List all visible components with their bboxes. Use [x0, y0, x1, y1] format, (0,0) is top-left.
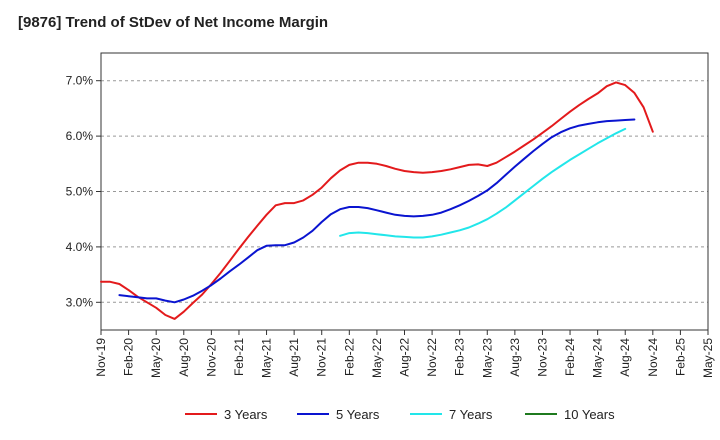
x-tick-label: Nov-23 [535, 338, 549, 377]
x-tick-label: Nov-20 [204, 338, 218, 377]
x-tick-label: Nov-22 [425, 338, 439, 377]
x-tick-label: Feb-21 [232, 338, 246, 376]
x-tick-label: Feb-25 [673, 338, 687, 376]
legend-label: 10 Years [564, 407, 615, 422]
chart-title: [9876] Trend of StDev of Net Income Marg… [18, 14, 329, 31]
legend-label: 7 Years [449, 407, 493, 422]
x-tick-label: Aug-22 [398, 338, 412, 377]
x-tick-label: Feb-24 [563, 338, 577, 376]
x-tick-label: May-22 [370, 338, 384, 378]
x-tick-label: May-21 [260, 338, 274, 378]
x-tick-label: May-23 [480, 338, 494, 378]
x-tick-label: Nov-19 [94, 338, 108, 377]
y-tick-label: 6.0% [66, 129, 94, 143]
legend-label: 3 Years [224, 407, 268, 422]
legend: 3 Years 5 Years 7 Years 10 Years [185, 407, 615, 422]
gridlines [101, 80, 708, 303]
x-axis-ticks: Nov-19 Feb-20 May-20 Aug-20 Nov-20 Feb-21 May-… [94, 330, 715, 378]
x-tick-label: Feb-23 [453, 338, 467, 376]
y-axis-ticks: 3.0% 4.0% 5.0% 6.0% 7.0% [66, 74, 101, 309]
x-tick-label: Nov-21 [315, 338, 329, 377]
y-tick-label: 7.0% [66, 74, 94, 88]
x-tick-label: Aug-20 [177, 338, 191, 377]
series-line-7-years [339, 127, 627, 239]
x-tick-label: Aug-24 [618, 338, 632, 377]
x-tick-label: Aug-23 [508, 338, 522, 377]
legend-label: 5 Years [336, 407, 380, 422]
y-tick-label: 4.0% [66, 240, 94, 254]
x-tick-label: May-20 [149, 338, 163, 378]
x-tick-label: May-24 [591, 338, 605, 378]
y-tick-label: 5.0% [66, 185, 94, 199]
series-line-3-years [100, 81, 654, 320]
y-tick-label: 3.0% [66, 295, 94, 309]
x-tick-label: Feb-20 [122, 338, 136, 376]
x-tick-label: Aug-21 [287, 338, 301, 377]
x-tick-label: Feb-22 [342, 338, 356, 376]
series-lines [100, 81, 654, 320]
x-tick-label: May-25 [701, 338, 715, 378]
x-tick-label: Nov-24 [646, 338, 660, 377]
series-line-5-years [118, 118, 636, 304]
